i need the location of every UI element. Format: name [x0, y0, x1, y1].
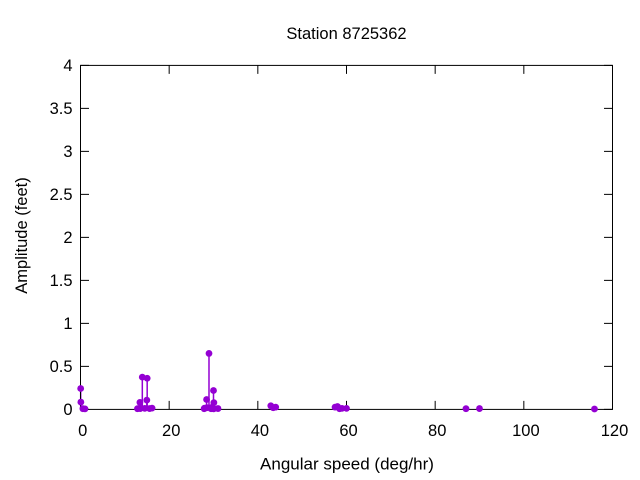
svg-text:100: 100: [512, 422, 540, 440]
svg-text:3: 3: [62, 143, 73, 161]
svg-text:1: 1: [62, 315, 73, 333]
svg-text:20: 20: [162, 422, 180, 440]
svg-text:80: 80: [428, 422, 446, 440]
svg-text:3.5: 3.5: [50, 100, 73, 118]
svg-text:Amplitude (feet): Amplitude (feet): [13, 177, 31, 293]
svg-text:Angular speed (deg/hr): Angular speed (deg/hr): [260, 454, 434, 473]
svg-text:0.5: 0.5: [50, 358, 73, 376]
svg-text:4: 4: [62, 57, 73, 75]
svg-text:Station 8725362: Station 8725362: [286, 25, 406, 43]
svg-text:0: 0: [62, 401, 73, 419]
svg-text:0: 0: [78, 422, 87, 440]
svg-text:2: 2: [62, 229, 73, 247]
svg-text:1.5: 1.5: [50, 272, 73, 290]
svg-text:2.5: 2.5: [50, 186, 73, 204]
svg-text:40: 40: [251, 422, 269, 440]
svg-text:60: 60: [339, 422, 357, 440]
svg-text:120: 120: [601, 422, 629, 440]
